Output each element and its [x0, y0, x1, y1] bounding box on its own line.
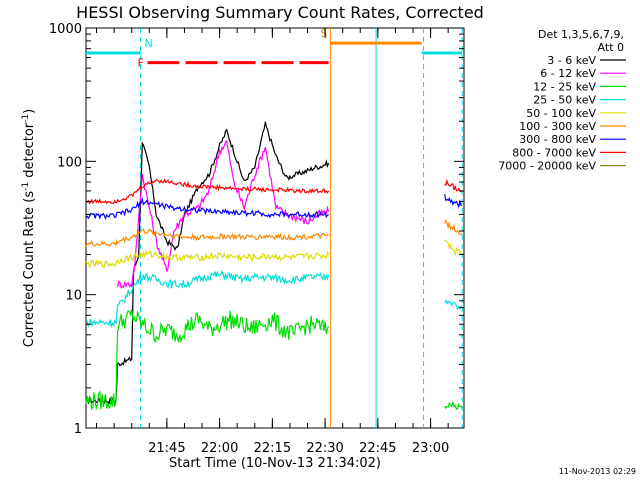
y-axis-label-main: Corrected Count Rate (s — [22, 191, 37, 348]
legend-entry-label: 50 - 100 keV — [526, 107, 596, 120]
legend-entry-label: 3 - 6 keV — [547, 54, 596, 67]
series-line — [85, 309, 330, 411]
late-series-line — [444, 401, 463, 410]
legend-header: Att 0 — [598, 41, 624, 54]
y-axis-label-end: ) — [22, 109, 37, 114]
series-line — [85, 249, 330, 269]
y-axis-label-sup1: -1 — [21, 182, 31, 191]
plot-area: NF S — [85, 27, 465, 429]
late-series-line — [444, 218, 463, 236]
x-tick-label: 22:00 — [201, 441, 238, 456]
y-tick-label: 100 — [57, 155, 82, 170]
status-bar-label: N — [145, 37, 153, 50]
series-line — [117, 139, 330, 289]
y-tick-label: 10 — [65, 289, 82, 304]
x-tick-label: 22:45 — [359, 441, 396, 456]
y-tick-label: 1 — [74, 422, 82, 437]
series-line — [85, 269, 330, 329]
x-tick-label: 21:45 — [148, 441, 185, 456]
y-axis-label-mid: detector — [22, 122, 37, 182]
x-tick-label: 22:15 — [254, 441, 291, 456]
series-line — [85, 196, 329, 221]
x-tick-label: 23:00 — [412, 441, 449, 456]
status-bar-label: S — [320, 27, 327, 40]
late-series-line — [444, 194, 463, 209]
legend-entry-label: 6 - 12 keV — [540, 67, 596, 80]
legend-entry-label: 25 - 50 keV — [533, 94, 596, 107]
series-line — [85, 178, 330, 205]
footer-timestamp: 11-Nov-2013 02:29 — [559, 467, 636, 476]
legend-entry-label: 800 - 7000 keV — [512, 146, 596, 159]
series-line — [85, 228, 329, 247]
x-tick-label: 22:30 — [306, 441, 343, 456]
late-series-line — [444, 239, 463, 257]
y-axis-label-sup2: -1 — [21, 114, 31, 123]
legend-entry-label: 100 - 300 keV — [519, 120, 596, 133]
x-axis-label: Start Time (10-Nov-13 21:34:02) — [169, 456, 381, 471]
plot-frame — [85, 27, 465, 429]
y-axis-label: Corrected Count Rate (s-1 detector-1) — [21, 109, 37, 347]
y-tick-label: 1000 — [49, 22, 82, 37]
legend-entry-label: 12 - 25 keV — [533, 80, 596, 93]
legend-header: Det 1,3,5,6,7,9, — [538, 28, 624, 41]
late-series-line — [444, 178, 463, 193]
legend-entry-label: 7000 - 20000 keV — [498, 160, 596, 173]
status-bar-label: F — [138, 57, 144, 70]
legend-entry-label: 300 - 800 keV — [519, 133, 596, 146]
series-line — [85, 121, 330, 405]
y-axis: 1 10 100 1000 — [49, 22, 464, 437]
x-axis: 21:45 22:00 22:15 22:30 22:45 23:00 — [96, 28, 449, 456]
chart-title: HESSI Observing Summary Count Rates, Cor… — [76, 3, 484, 22]
